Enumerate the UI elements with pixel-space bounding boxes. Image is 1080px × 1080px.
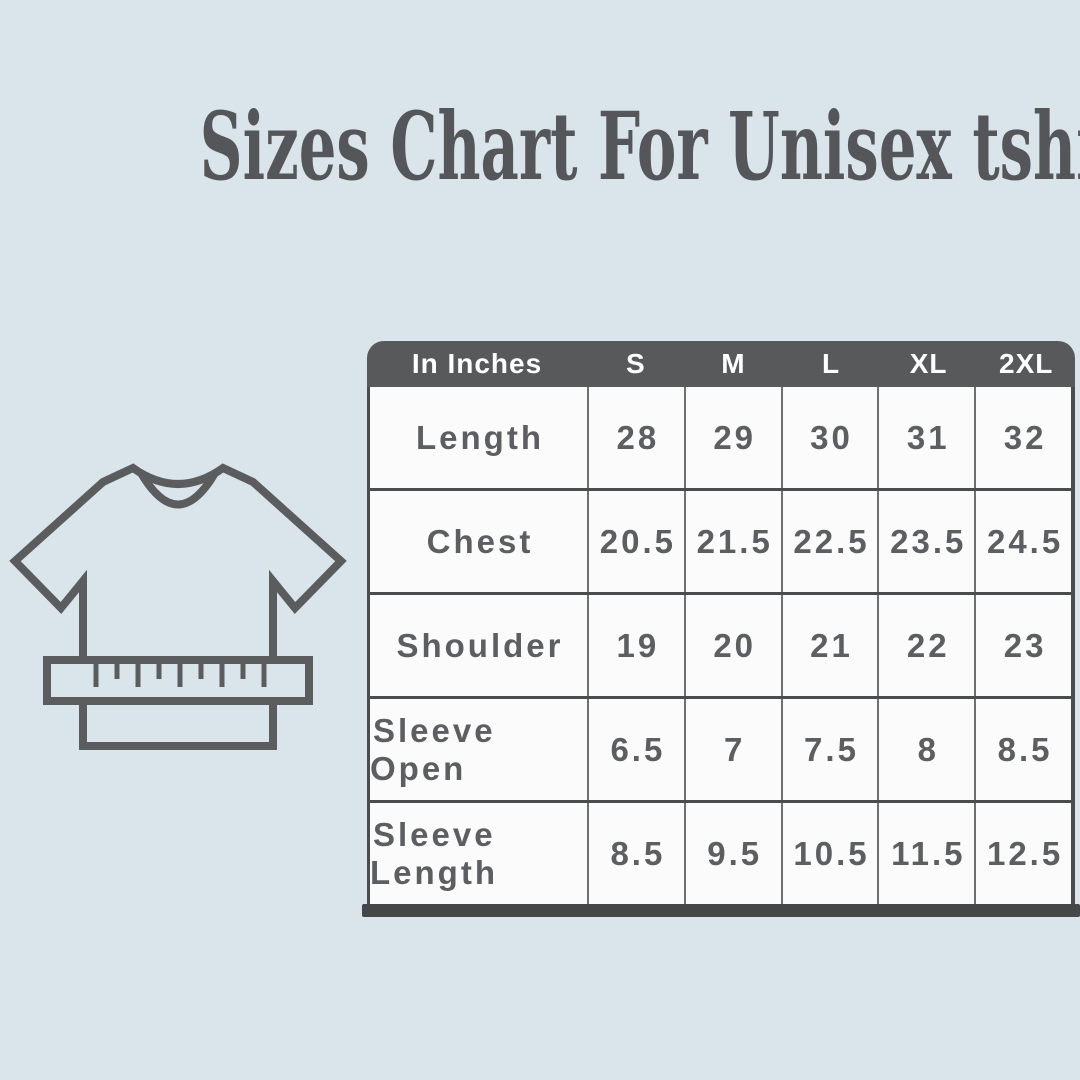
row-label-cell: Sleeve Open bbox=[370, 711, 496, 787]
header-cell-size-xl: XL bbox=[909, 348, 948, 379]
value-cell: 24.5 bbox=[974, 491, 1071, 592]
value-cell: 8.5 bbox=[587, 803, 684, 904]
value-cell: 8 bbox=[877, 699, 974, 800]
header-cell-size-2xl: 2XL bbox=[999, 348, 1054, 379]
value-cell: 20 bbox=[683, 595, 781, 696]
row-label-cell: Chest bbox=[426, 522, 534, 560]
value-cell: 21.5 bbox=[683, 491, 781, 592]
value-cell: 11.5 bbox=[877, 803, 974, 904]
value-cell: 19 bbox=[587, 595, 684, 696]
tshirt-outline bbox=[9, 463, 347, 750]
value-cell: 29 bbox=[683, 387, 781, 488]
tshirt-collar bbox=[137, 470, 219, 509]
value-cell: 8.5 bbox=[974, 699, 1071, 800]
value-cell: 23.5 bbox=[877, 491, 974, 592]
value-cell: 20.5 bbox=[587, 491, 684, 592]
value-cell: 30 bbox=[780, 387, 878, 488]
value-cell: 10.5 bbox=[780, 803, 878, 904]
value-cell: 32 bbox=[974, 387, 1071, 488]
value-cell: 21 bbox=[780, 595, 878, 696]
table-row-chest: Chest 20.5 21.5 22.5 23.5 24.5 bbox=[370, 488, 1071, 592]
header-cell-unit: In Inches bbox=[411, 348, 543, 379]
header-cell-size-s: S bbox=[625, 348, 646, 379]
page-title: Sizes Chart For Unisex tshirt bbox=[199, 92, 1080, 202]
size-chart-table: In Inches S M L XL 2XL Length 28 29 30 3… bbox=[362, 341, 1080, 917]
value-cell: 31 bbox=[877, 387, 974, 488]
value-cell: 28 bbox=[587, 387, 684, 488]
value-cell: 6.5 bbox=[587, 699, 684, 800]
table-bottom-bar bbox=[362, 904, 1080, 917]
value-cell: 12.5 bbox=[974, 803, 1071, 904]
header-row: In Inches S M L XL 2XL bbox=[367, 341, 1075, 387]
table-row-sleeve-length: Sleeve Length 8.5 9.5 10.5 11.5 12.5 bbox=[370, 800, 1071, 904]
row-label-cell: Length bbox=[416, 418, 544, 456]
value-cell: 9.5 bbox=[683, 803, 781, 904]
header-cell-size-m: M bbox=[721, 348, 746, 379]
header-cell-size-l: L bbox=[821, 348, 841, 379]
value-cell: 23 bbox=[974, 595, 1071, 696]
row-label-cell: Sleeve Length bbox=[370, 815, 498, 891]
value-cell: 22.5 bbox=[780, 491, 878, 592]
table-row-shoulder: Shoulder 19 20 21 22 23 bbox=[370, 592, 1071, 696]
row-label-cell: Shoulder bbox=[396, 626, 564, 664]
ruler-ticks bbox=[93, 662, 267, 687]
value-cell: 7 bbox=[683, 699, 781, 800]
tshirt-ruler-icon bbox=[9, 463, 347, 750]
value-cell: 7.5 bbox=[780, 699, 878, 800]
table-body: Length 28 29 30 31 32 Chest 20.5 21.5 22… bbox=[367, 387, 1075, 904]
value-cell: 22 bbox=[877, 595, 974, 696]
table-row-length: Length 28 29 30 31 32 bbox=[370, 387, 1071, 488]
table-row-sleeve-open: Sleeve Open 6.5 7 7.5 8 8.5 bbox=[370, 696, 1071, 800]
